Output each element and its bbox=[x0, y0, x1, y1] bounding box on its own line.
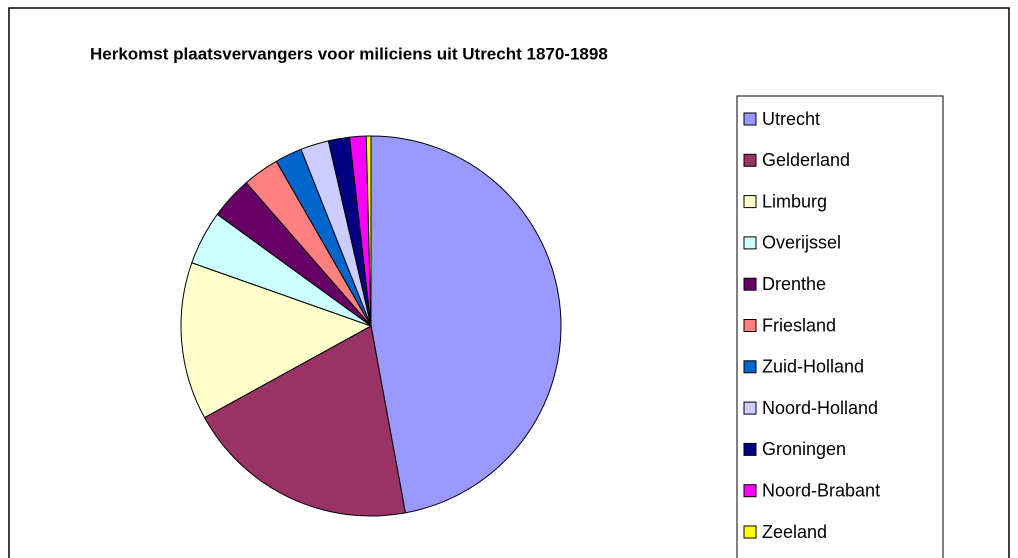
legend-swatch bbox=[743, 360, 757, 374]
legend-label: Limburg bbox=[762, 191, 827, 211]
pie-slice bbox=[203, 325, 407, 517]
legend-swatch bbox=[743, 525, 757, 539]
legend-label: Zeeland bbox=[762, 522, 827, 542]
legend-label: Noord-Brabant bbox=[762, 480, 880, 500]
legend-label: Zuid-Holland bbox=[762, 357, 864, 377]
legend-swatch bbox=[743, 401, 757, 415]
legend-swatch bbox=[743, 277, 757, 291]
legend-swatch bbox=[743, 319, 757, 332]
legend-label: Noord-Holland bbox=[762, 398, 878, 418]
pie-slice bbox=[365, 135, 372, 327]
legend-swatch bbox=[743, 236, 757, 250]
legend-label: Gelderland bbox=[762, 150, 850, 170]
legend-box bbox=[736, 95, 944, 558]
legend-label: Friesland bbox=[762, 315, 836, 335]
legend-swatch bbox=[743, 153, 757, 167]
chart-frame bbox=[8, 7, 1010, 558]
legend-swatch bbox=[743, 112, 757, 126]
pie-slice bbox=[180, 262, 373, 419]
pie-slice bbox=[370, 135, 562, 514]
legend-swatch bbox=[743, 484, 757, 498]
legend-swatch bbox=[743, 442, 757, 456]
chart-title: Herkomst plaatsvervangers voor miliciens… bbox=[90, 44, 608, 63]
legend-label: Utrecht bbox=[762, 109, 820, 129]
legend-label: Drenthe bbox=[762, 274, 826, 294]
legend-label: Groningen bbox=[762, 439, 846, 459]
legend-label: Overijssel bbox=[762, 233, 841, 253]
legend-swatch bbox=[743, 195, 757, 209]
